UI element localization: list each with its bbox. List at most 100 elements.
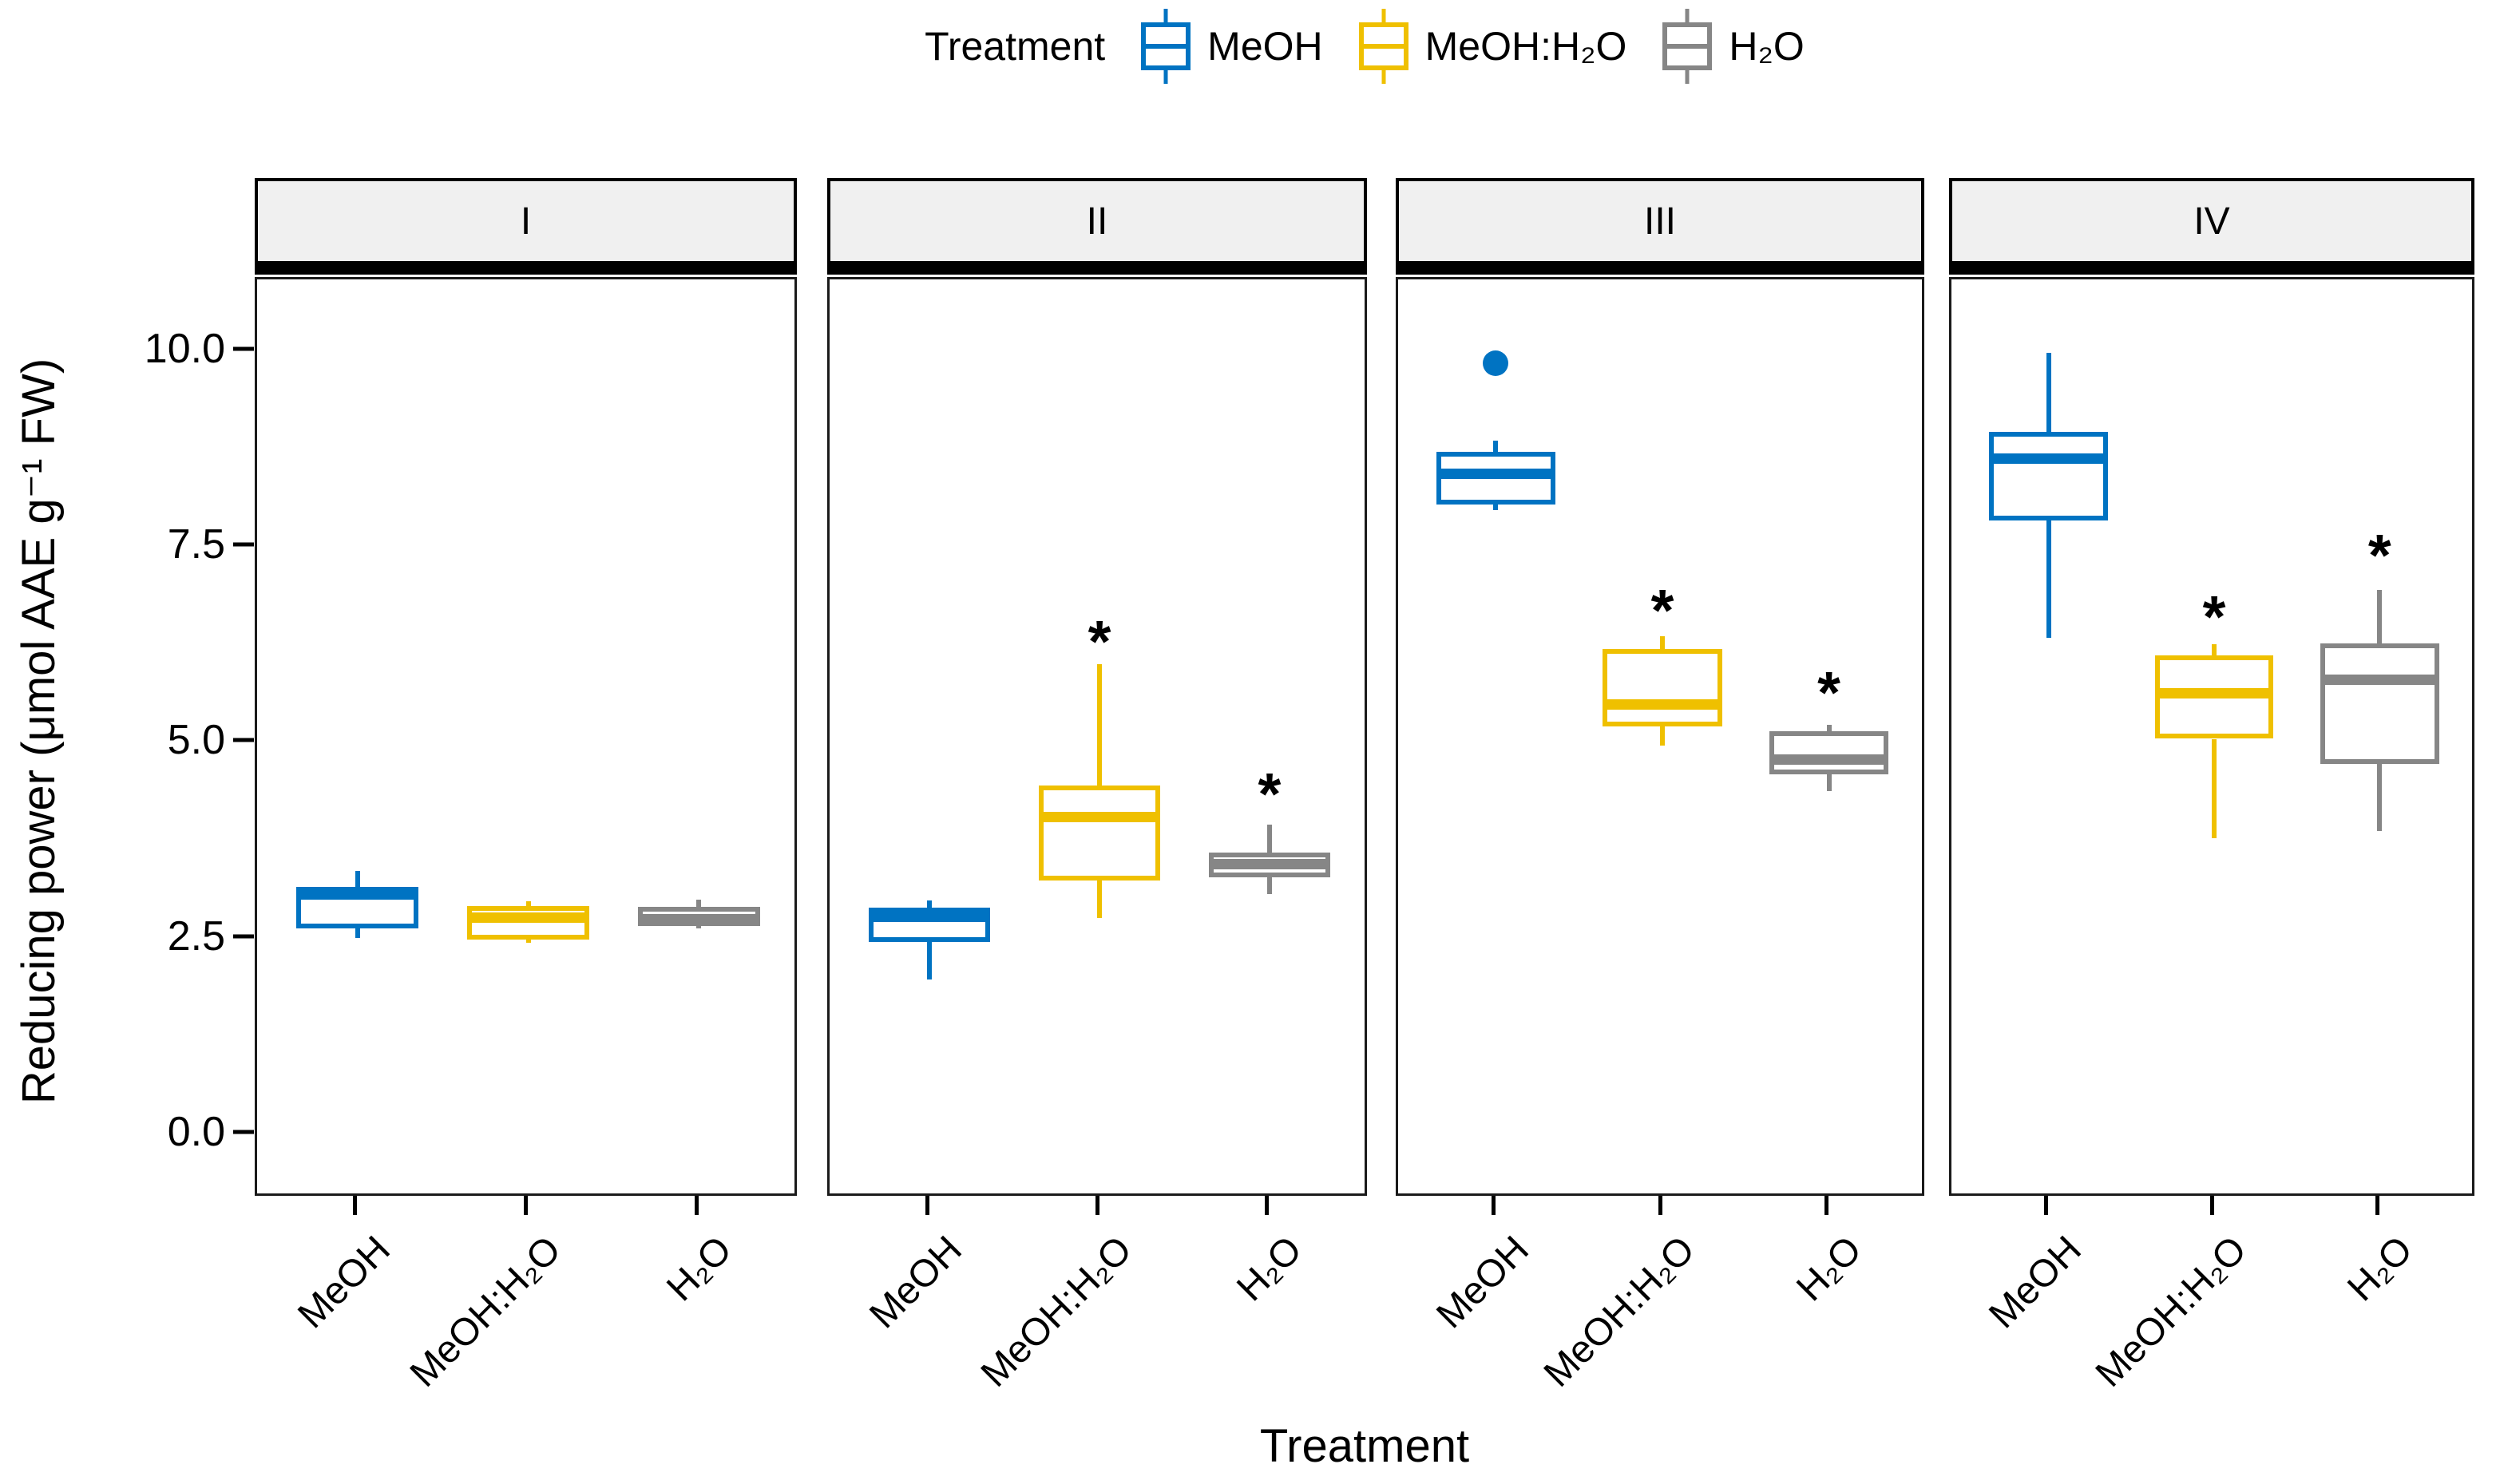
legend-label: MeOH:H₂O <box>1424 24 1627 69</box>
median-line <box>471 912 585 923</box>
legend-item-2: MeOH:H₂O <box>1358 9 1627 84</box>
y-tick-label: 5.0 <box>167 717 225 764</box>
significance-asterisk: * <box>1650 576 1674 643</box>
facet-strip-II: II <box>827 178 1367 264</box>
significance-asterisk: * <box>1088 608 1111 675</box>
boxplot-key-icon <box>1662 9 1713 84</box>
facet-panel-II: * * <box>827 277 1367 1196</box>
whisker-lower <box>2046 520 2051 638</box>
whisker-lower <box>1097 880 1102 918</box>
facet-strip-I: I <box>255 178 797 264</box>
x-tick-mark <box>353 1196 358 1215</box>
y-tick-mark <box>233 346 254 351</box>
x-tick-mark <box>2375 1196 2379 1215</box>
significance-asterisk: * <box>2367 522 2391 589</box>
median-line <box>1440 468 1551 479</box>
y-tick-label: 7.5 <box>167 521 225 568</box>
x-tick-mark <box>1824 1196 1829 1215</box>
outlier-point <box>1483 350 1509 376</box>
facet-label: III <box>1643 200 1676 243</box>
whisker-lower <box>2212 738 2217 838</box>
x-tick-mark <box>925 1196 929 1215</box>
x-tick-mark <box>1265 1196 1270 1215</box>
significance-asterisk: * <box>2202 583 2226 650</box>
legend-label: H₂O <box>1729 24 1805 69</box>
x-tick-mark <box>694 1196 699 1215</box>
box-MeOH:H₂O <box>1038 786 1161 881</box>
x-tick-label: MeOH <box>1428 1228 1537 1337</box>
median-line <box>642 914 756 925</box>
whisker-upper <box>2377 590 2383 643</box>
y-tick-label: 2.5 <box>167 912 225 960</box>
x-axis-title: Treatment <box>1259 1420 1470 1472</box>
median-line <box>1994 453 2104 464</box>
facet-strip-III: III <box>1396 178 1924 264</box>
x-tick-label: MeOH <box>290 1228 398 1337</box>
facet-panel-III: * * <box>1396 277 1924 1196</box>
facet-label: I <box>520 200 532 243</box>
whisker-lower <box>696 925 702 928</box>
y-axis-title: Reducing power (μmol AAE g⁻¹ FW) <box>13 358 65 1105</box>
x-tick-mark <box>1658 1196 1662 1215</box>
legend-item-3: H₂O <box>1662 9 1805 84</box>
whisker-upper <box>1097 664 1102 786</box>
x-tick-label: MeOH:H₂O <box>1536 1228 1704 1395</box>
y-tick-mark <box>233 738 254 742</box>
whisker-upper <box>1493 440 1499 452</box>
median-line <box>300 889 414 900</box>
whisker-upper <box>1266 825 1272 853</box>
whisker-upper <box>355 871 360 887</box>
box-H₂O <box>2320 643 2439 764</box>
whisker-upper <box>525 901 531 907</box>
whisker-lower <box>1266 877 1272 894</box>
whisker-lower <box>525 940 531 944</box>
strip-divider <box>1396 264 1924 275</box>
x-tick-label: H₂O <box>2339 1228 2421 1310</box>
legend: Treatment MeOH MeOH:H₂O H₂O <box>255 6 2474 86</box>
y-tick-label: 0.0 <box>167 1108 225 1155</box>
facet-panel-IV: * * <box>1949 277 2474 1196</box>
facet-strip-IV: IV <box>1949 178 2474 264</box>
legend-label: MeOH <box>1207 24 1323 69</box>
strip-divider <box>827 264 1367 275</box>
whisker-upper <box>927 900 933 908</box>
median-line <box>1607 698 1717 710</box>
facet-label: IV <box>2193 200 2230 243</box>
x-tick-mark <box>2209 1196 2214 1215</box>
significance-asterisk: * <box>1817 659 1840 726</box>
x-tick-mark <box>1491 1196 1496 1215</box>
x-tick-label: MeOH:H₂O <box>973 1228 1141 1395</box>
facet-label: II <box>1086 200 1108 243</box>
y-tick-mark <box>233 934 254 938</box>
median-line <box>873 911 986 922</box>
strip-divider <box>255 264 797 275</box>
boxplot-key-icon <box>1140 9 1191 84</box>
facet-panel-I <box>255 277 797 1196</box>
x-tick-label: MeOH <box>1981 1228 2090 1337</box>
whisker-lower <box>1826 774 1832 792</box>
whisker-lower <box>927 942 933 980</box>
x-tick-label: MeOH:H₂O <box>402 1228 569 1395</box>
median-line <box>2324 675 2435 686</box>
y-tick-mark <box>233 542 254 547</box>
whisker-lower <box>1660 726 1665 746</box>
legend-title: Treatment <box>925 24 1106 69</box>
whisker-upper <box>1660 636 1665 649</box>
median-line <box>1213 858 1326 869</box>
legend-item-1: MeOH <box>1140 9 1323 84</box>
x-tick-label: H₂O <box>1229 1228 1311 1310</box>
whisker-lower <box>355 928 360 939</box>
boxplot-key-icon <box>1358 9 1409 84</box>
significance-asterisk: * <box>1258 761 1282 828</box>
whisker-upper <box>2212 643 2217 655</box>
whisker-lower <box>2377 763 2383 832</box>
x-tick-label: H₂O <box>659 1228 740 1310</box>
box-MeOH:H₂O <box>1603 648 1722 726</box>
whisker-lower <box>1493 505 1499 511</box>
box-MeOH:H₂O <box>466 906 590 940</box>
y-tick-label: 10.0 <box>144 326 225 373</box>
y-tick-mark <box>233 1130 254 1134</box>
strip-divider <box>1949 264 2474 275</box>
median-line <box>2159 688 2269 699</box>
